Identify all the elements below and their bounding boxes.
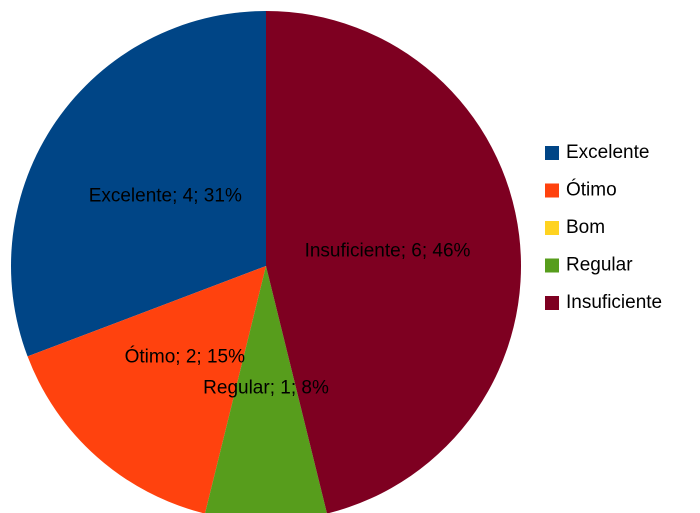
pie-slice (27, 266, 266, 513)
data-label: Insuficiente; 6; 46% (305, 240, 471, 261)
legend-swatch (545, 221, 559, 235)
legend-label: Excelente (566, 142, 649, 163)
data-label: Ótimo; 2; 15% (125, 346, 245, 368)
data-label: Excelente; 4; 31% (89, 185, 242, 206)
legend-label: Insuficiente (566, 292, 662, 313)
pie-slice (10, 11, 266, 357)
legend-label: Ótimo (566, 179, 617, 201)
legend-swatch (545, 183, 559, 198)
legend-label: Regular (566, 255, 633, 276)
legend-label: Bom (566, 217, 605, 238)
legend-swatch (545, 146, 559, 160)
data-label: Regular; 1; 8% (203, 377, 329, 398)
pie-slice (266, 11, 521, 513)
pie-slice (205, 266, 327, 513)
legend-swatch (545, 296, 559, 310)
legend-swatch (545, 258, 559, 273)
